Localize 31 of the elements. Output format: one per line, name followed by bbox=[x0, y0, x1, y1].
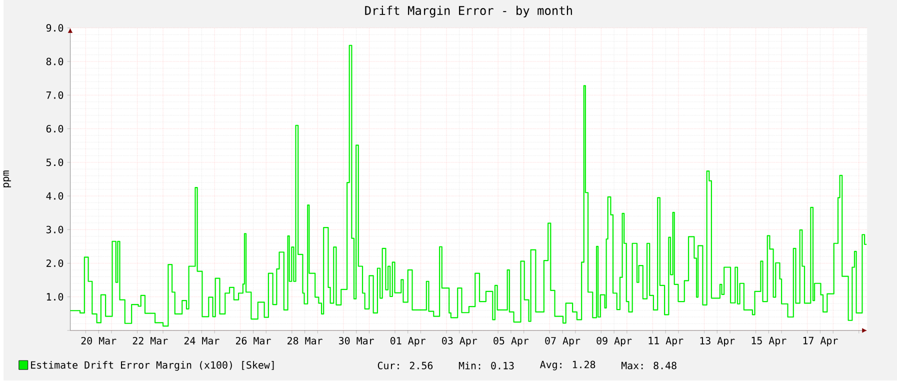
y-tick-label: 7.0 bbox=[46, 92, 64, 100]
y-tick-label: 4.0 bbox=[46, 192, 64, 200]
y-tick-label: 3.0 bbox=[46, 226, 64, 234]
y-tick-label: 2.0 bbox=[46, 260, 64, 268]
y-tick-label: 6.0 bbox=[46, 125, 64, 133]
y-tick-label: 5.0 bbox=[46, 158, 64, 166]
x-tick-label: 07 Apr bbox=[545, 337, 580, 347]
x-tick-label: 22 Mar bbox=[132, 337, 168, 345]
text: Avg: 1.28 bbox=[540, 361, 596, 371]
x-tick-label: 03 Apr bbox=[442, 337, 478, 347]
x-tick-label: 28 Mar bbox=[288, 337, 322, 345]
x-tick-label: 01 Apr bbox=[390, 337, 426, 347]
x-tick-label: 13 Apr bbox=[700, 337, 735, 347]
y-axis-title: ppm bbox=[3, 170, 11, 188]
x-tick-label: 09 Apr bbox=[596, 337, 632, 347]
text: Max: 8.48 bbox=[622, 362, 676, 370]
x-tick-label: 30 Mar bbox=[339, 337, 374, 345]
legend-label: Estimate Drift Error Margin (x100) [Skew] bbox=[31, 361, 274, 371]
x-tick-label: 24 Mar bbox=[184, 337, 220, 345]
x-tick-label: 20 Mar bbox=[81, 337, 116, 345]
y-tick-label: 9.0 bbox=[46, 24, 64, 32]
x-tick-label: 15 Apr bbox=[752, 337, 786, 347]
y-tick-label: 8.0 bbox=[46, 58, 64, 66]
x-tick-label: 17 Apr bbox=[803, 337, 838, 347]
text: Cur: 2.56 bbox=[378, 362, 433, 370]
y-tick-label: 1.0 bbox=[46, 293, 64, 301]
x-tick-label: 11 Apr bbox=[648, 337, 684, 347]
x-tick-label: 26 Mar bbox=[236, 337, 271, 345]
chart-title: Drift Margin Error - by month bbox=[365, 6, 572, 18]
text: Min: 0.13 bbox=[458, 362, 514, 370]
x-tick-label: 05 Apr bbox=[494, 337, 529, 347]
